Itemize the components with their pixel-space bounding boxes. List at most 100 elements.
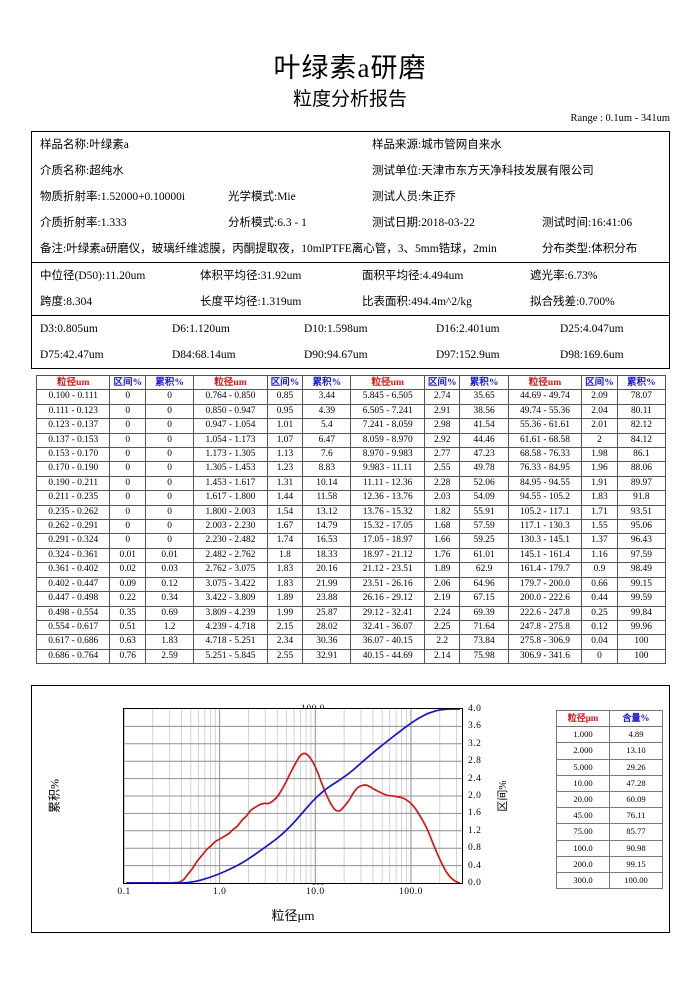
- area-mean-diameter: 面积平均径:4.494um: [362, 270, 464, 282]
- table-cell-interval-pct: 0.04: [581, 634, 618, 650]
- legend-cell-amount: 100.00: [609, 872, 663, 890]
- table-cell-interval-pct: 1.66: [423, 533, 461, 549]
- legend-cell-size: 10.00: [556, 774, 610, 793]
- data-table-header-interval: 区间%: [266, 374, 304, 391]
- table-cell-cumulative-pct: 30.36: [302, 634, 352, 650]
- table-cell-interval-pct: 1.37: [581, 533, 618, 549]
- chart-ytick-right: 0.8: [468, 843, 482, 854]
- table-cell-size-range: 21.12 - 23.51: [350, 562, 425, 578]
- table-cell-size-range: 0.262 - 0.291: [35, 519, 111, 535]
- table-cell-interval-pct: 0: [109, 533, 147, 549]
- table-cell-size-range: 1.617 - 1.800: [193, 490, 268, 506]
- table-cell-cumulative-pct: 0.03: [145, 562, 195, 578]
- table-row: 0.190 - 0.211 0 0 1.453 - 1.617 1.31 10.14 11.…: [35, 475, 667, 492]
- table-cell-size-range: 4.239 - 4.718: [193, 619, 268, 636]
- table-cell-cumulative-pct: 0: [145, 533, 195, 549]
- table-cell-interval-pct: 2.2: [423, 634, 461, 650]
- chart-panel: 累积% 区间% 粒径μm 0.010.020.030.040.050.060.0…: [31, 685, 670, 933]
- table-cell-cumulative-pct: 100: [616, 634, 667, 650]
- table-cell-interval-pct: 0: [109, 519, 147, 535]
- chart-ylabel-left: 累积%: [47, 779, 62, 813]
- percentile-d98: D98:169.6um: [560, 349, 624, 361]
- table-cell-cumulative-pct: 38.56: [459, 403, 509, 420]
- legend-cell-amount: 85.77: [609, 823, 663, 841]
- data-table-header-size: 粒径um: [35, 374, 111, 391]
- table-cell-interval-pct: 0.63: [109, 634, 147, 650]
- page-subtitle: 粒度分析报告: [292, 89, 407, 110]
- table-cell-interval-pct: 2.15: [266, 619, 304, 636]
- length-mean-diameter: 长度平均径:1.319um: [200, 296, 302, 308]
- table-row: 0.170 - 0.190 0 0 1.305 - 1.453 1.23 8.83 9.98…: [35, 461, 667, 477]
- table-cell-interval-pct: 2.19: [423, 591, 461, 607]
- table-cell-interval-pct: 1.96: [581, 461, 618, 477]
- legend-head: 粒径μm 含量%: [556, 709, 663, 728]
- table-cell-cumulative-pct: 47.23: [459, 447, 509, 463]
- percentile-d90: D90:94.67um: [304, 349, 368, 361]
- chart-ytick-right: 0.4: [468, 860, 482, 871]
- table-cell-cumulative-pct: 99.96: [616, 619, 667, 636]
- table-cell-cumulative-pct: 99.84: [616, 605, 667, 621]
- table-cell-size-range: 68.58 - 76.33: [507, 447, 583, 463]
- chart-xtick: 100.0: [399, 887, 423, 897]
- table-cell-size-range: 0.111 - 0.123: [35, 403, 111, 420]
- chart-ytick-right: 1.2: [468, 825, 482, 836]
- legend-row: 10.00 47.28: [556, 774, 663, 793]
- table-cell-interval-pct: 2.24: [423, 605, 461, 621]
- table-cell-size-range: 145.1 - 161.4: [507, 547, 583, 564]
- chart-ytick-right: 1.6: [468, 808, 482, 819]
- table-cell-interval-pct: 1.07: [266, 432, 304, 449]
- table-cell-cumulative-pct: 84.12: [616, 432, 667, 449]
- table-cell-size-range: 3.809 - 4.239: [193, 605, 268, 621]
- legend-row: 5.000 29.26: [556, 758, 663, 776]
- table-cell-cumulative-pct: 61.01: [459, 547, 509, 564]
- info-block: 样品名称:叶绿素a 样品来源:城市管网自来水 介质名称:超纯水 测试单位:天津市…: [31, 131, 670, 369]
- test-date: 测试日期:2018-03-22: [372, 217, 475, 229]
- table-cell-cumulative-pct: 32.91: [302, 648, 352, 665]
- percentile-d6: D6:1.120um: [172, 323, 230, 335]
- table-cell-cumulative-pct: 18.33: [302, 547, 352, 564]
- percentile-d16: D16:2.401um: [436, 323, 500, 335]
- legend-cell-amount: 90.98: [609, 839, 663, 857]
- legend-row: 100.0 90.98: [556, 839, 663, 857]
- table-cell-interval-pct: 2.04: [581, 403, 618, 420]
- table-cell-interval-pct: 2: [581, 432, 618, 449]
- table-cell-cumulative-pct: 57.59: [459, 519, 509, 535]
- table-cell-cumulative-pct: 0: [145, 519, 195, 535]
- table-cell-interval-pct: 1.91: [581, 475, 618, 492]
- chart-xtick: 0.1: [117, 887, 131, 897]
- table-cell-cumulative-pct: 28.02: [302, 619, 352, 636]
- chart-xlabel: 粒径μm: [271, 908, 315, 923]
- table-cell-interval-pct: 1.89: [266, 591, 304, 607]
- table-cell-size-range: 18.97 - 21.12: [350, 547, 425, 564]
- table-cell-interval-pct: 1.31: [266, 475, 304, 492]
- table-row: 0.324 - 0.361 0.01 0.01 2.482 - 2.762 1.8 18.…: [35, 547, 667, 564]
- table-cell-size-range: 84.95 - 94.55: [507, 475, 583, 492]
- table-cell-cumulative-pct: 0.34: [145, 591, 195, 607]
- table-row: 0.262 - 0.291 0 0 2.003 - 2.230 1.67 14.79 15.…: [35, 519, 667, 535]
- table-cell-size-range: 76.33 - 84.95: [507, 461, 583, 477]
- table-cell-cumulative-pct: 10.14: [302, 475, 352, 492]
- table-cell-interval-pct: 2.55: [266, 648, 304, 665]
- table-cell-size-range: 2.230 - 2.482: [193, 533, 268, 549]
- stats-row-1: 中位径(D50):11.20um 体积平均径:31.92um 面积平均径:4.4…: [32, 263, 669, 289]
- sample-name: 样品名称:叶绿素a: [40, 139, 129, 151]
- table-cell-interval-pct: 1.71: [581, 504, 618, 521]
- table-cell-interval-pct: 2.01: [581, 418, 618, 434]
- table-cell-interval-pct: 1.98: [581, 447, 618, 463]
- table-row: 0.291 - 0.324 0 0 2.230 - 2.482 1.74 16.53 17.…: [35, 533, 667, 549]
- table-cell-size-range: 5.251 - 5.845: [193, 648, 268, 665]
- data-table-header-cumulative: 累积%: [302, 374, 352, 391]
- table-cell-cumulative-pct: 41.54: [459, 418, 509, 434]
- table-cell-cumulative-pct: 0: [145, 475, 195, 492]
- table-cell-size-range: 0.190 - 0.211: [35, 475, 111, 492]
- particle-size-data-table: 粒径um 区间% 累积% 粒径um 区间% 累积% 粒径um 区间% 累积% 粒径um 区间% 累积%…: [35, 374, 667, 665]
- table-cell-cumulative-pct: 69.39: [459, 605, 509, 621]
- table-row: 0.447 - 0.498 0.22 0.34 3.422 - 3.809 1.89 23…: [35, 591, 667, 607]
- table-cell-interval-pct: 0.02: [109, 562, 147, 578]
- table-cell-size-range: 0.686 - 0.764: [35, 648, 111, 665]
- table-cell-cumulative-pct: 35.65: [459, 389, 509, 405]
- data-table-header-size: 粒径um: [350, 374, 425, 391]
- legend-cell-size: 300.0: [556, 872, 610, 890]
- sample-source: 样品来源:城市管网自来水: [372, 139, 502, 151]
- table-cell-size-range: 26.16 - 29.12: [350, 591, 425, 607]
